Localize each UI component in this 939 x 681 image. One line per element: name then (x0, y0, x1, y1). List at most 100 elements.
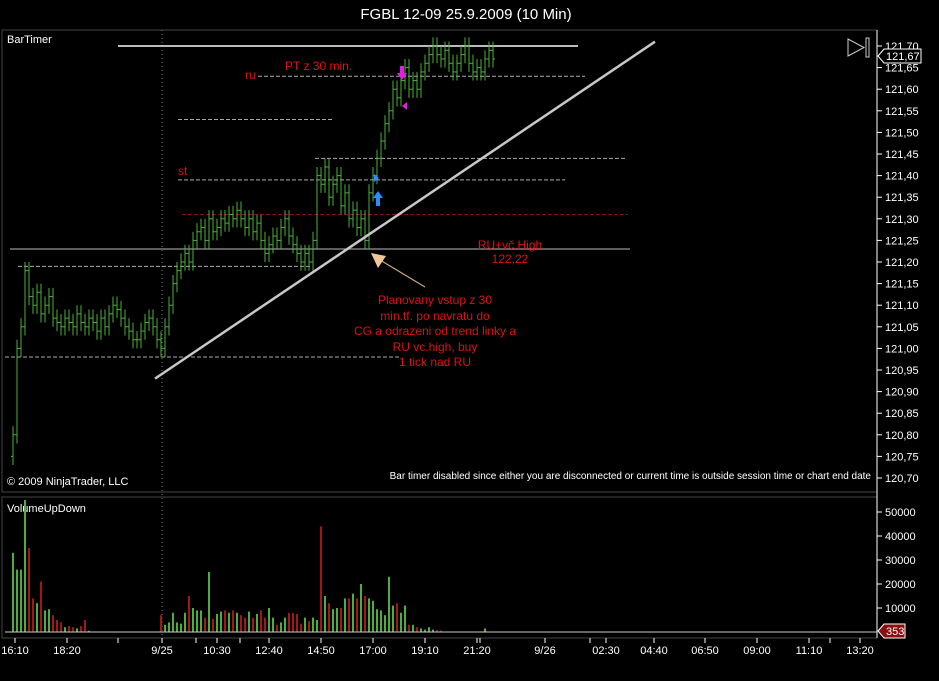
price-bar (31, 287, 35, 314)
volume-bar (376, 609, 378, 632)
price-bar (423, 54, 427, 81)
price-bar (267, 236, 271, 262)
price-tick-label: 121,20 (885, 257, 919, 269)
time-tick-label: 11:10 (796, 645, 823, 657)
price-bar (175, 262, 179, 293)
price-bar (51, 287, 55, 327)
volume-tick-label: 40000 (885, 531, 916, 543)
price-bar (483, 50, 487, 81)
price-bar (203, 218, 207, 250)
price-bar (103, 309, 107, 336)
price-bar (327, 158, 331, 206)
price-bar (115, 296, 119, 319)
price-bar (479, 58, 483, 81)
volume-bar (164, 624, 166, 632)
volume-bar (296, 614, 298, 632)
volume-bar (380, 610, 382, 632)
volume-bar (196, 610, 198, 632)
price-bar (199, 218, 203, 241)
exit-marker-icon (402, 102, 407, 110)
volume-bar (368, 598, 370, 632)
volume-tick-label: 10000 (885, 603, 916, 615)
window-title: FGBL 12-09 25.9.2009 (10 Min) (360, 6, 571, 23)
price-bar (339, 166, 343, 215)
price-bar (27, 262, 31, 306)
bartimer-label: BarTimer (7, 34, 52, 46)
price-bar (419, 63, 423, 98)
price-bar (67, 309, 71, 332)
price-tick-label: 120,85 (885, 408, 919, 420)
volume-bar (280, 622, 282, 632)
price-bar (259, 214, 263, 250)
time-tick-label: 02:30 (592, 645, 620, 657)
price-bar (247, 210, 251, 237)
volume-bar (176, 622, 178, 632)
volume-bar (356, 598, 358, 632)
price-bar (179, 253, 183, 280)
price-bar (147, 309, 151, 332)
price-tick-label: 121,55 (885, 106, 919, 118)
volume-bar (484, 628, 486, 632)
play-icon[interactable] (847, 37, 870, 58)
annotation-arrow-icon[interactable] (371, 253, 426, 288)
plan-line-4: RU vc.high, buy (393, 340, 478, 354)
volume-bar (184, 612, 186, 632)
price-bar (431, 37, 435, 64)
time-tick-label: 10:30 (203, 645, 231, 657)
volume-bar (364, 596, 366, 632)
price-bar (191, 231, 195, 271)
price-panel (1, 29, 878, 493)
price-bars (11, 37, 495, 466)
price-bar (167, 296, 171, 336)
price-bar (467, 37, 471, 72)
volume-bar (440, 630, 442, 632)
volume-bar (344, 598, 346, 632)
price-bar (411, 71, 415, 98)
volume-bar (252, 617, 254, 632)
volume-bar (240, 615, 242, 632)
volume-bar (348, 598, 350, 632)
copyright: © 2009 NinjaTrader, LLC (7, 476, 128, 488)
price-bar (39, 283, 43, 323)
price-bar (347, 184, 351, 228)
volume-bar (212, 618, 214, 632)
volume-bar (36, 603, 38, 632)
price-bar (111, 296, 115, 323)
price-bar (235, 201, 239, 228)
time-tick-label: 19:10 (411, 645, 439, 657)
volume-bar (316, 620, 318, 632)
price-bar (471, 54, 475, 81)
volume-bar (428, 627, 430, 632)
trend-line[interactable] (154, 40, 656, 380)
entry-marker-icon (374, 174, 379, 182)
price-tick-label: 121,50 (885, 127, 919, 139)
volume-bar (244, 617, 246, 632)
price-bar (463, 37, 467, 64)
volume-bar (408, 624, 410, 632)
volume-bar (420, 628, 422, 632)
volume-bar (336, 608, 338, 632)
volume-bar (340, 608, 342, 632)
price-bar (215, 218, 219, 241)
volume-bar (260, 610, 262, 632)
price-bar (451, 54, 455, 81)
price-bar (127, 318, 131, 340)
volume-bar (308, 621, 310, 632)
price-bar (11, 426, 15, 466)
price-bar (331, 175, 335, 206)
time-tick-label: 17:00 (359, 645, 387, 657)
price-bar (315, 166, 319, 250)
last-price-tag: 121,67 (877, 48, 922, 64)
volume-bar (208, 572, 210, 632)
price-bar (363, 210, 367, 250)
price-bar (387, 102, 391, 133)
volume-panel-label: VolumeUpDown (7, 503, 86, 515)
volume-bar (80, 626, 82, 632)
price-bar (367, 184, 371, 250)
price-tick-label: 121,25 (885, 235, 919, 247)
volume-bar (188, 596, 190, 632)
price-bar (299, 244, 303, 271)
price-bar (279, 218, 283, 250)
price-bar (295, 236, 299, 262)
volume-bar (228, 612, 230, 632)
